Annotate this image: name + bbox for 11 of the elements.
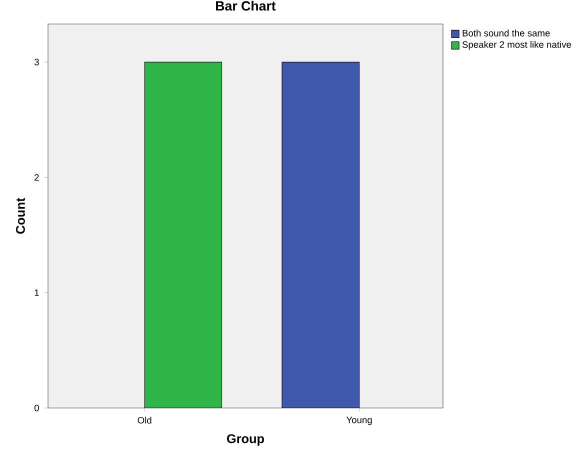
y-tick-label: 0: [34, 404, 39, 412]
x-axis-title: Group: [227, 434, 264, 446]
y-tick-label: 2: [34, 174, 39, 181]
legend-label: Speaker 2 most like native: [462, 41, 572, 50]
y-axis-title: Count: [16, 198, 25, 234]
x-tick-label: Young: [346, 416, 372, 426]
x-tick-label: Old: [138, 416, 152, 424]
legend-label: Both sound the same: [462, 30, 550, 36]
y-tick-label: 3: [34, 58, 39, 66]
y-tick-label: 1: [34, 289, 39, 296]
chart-title: Bar Chart: [216, 0, 276, 11]
